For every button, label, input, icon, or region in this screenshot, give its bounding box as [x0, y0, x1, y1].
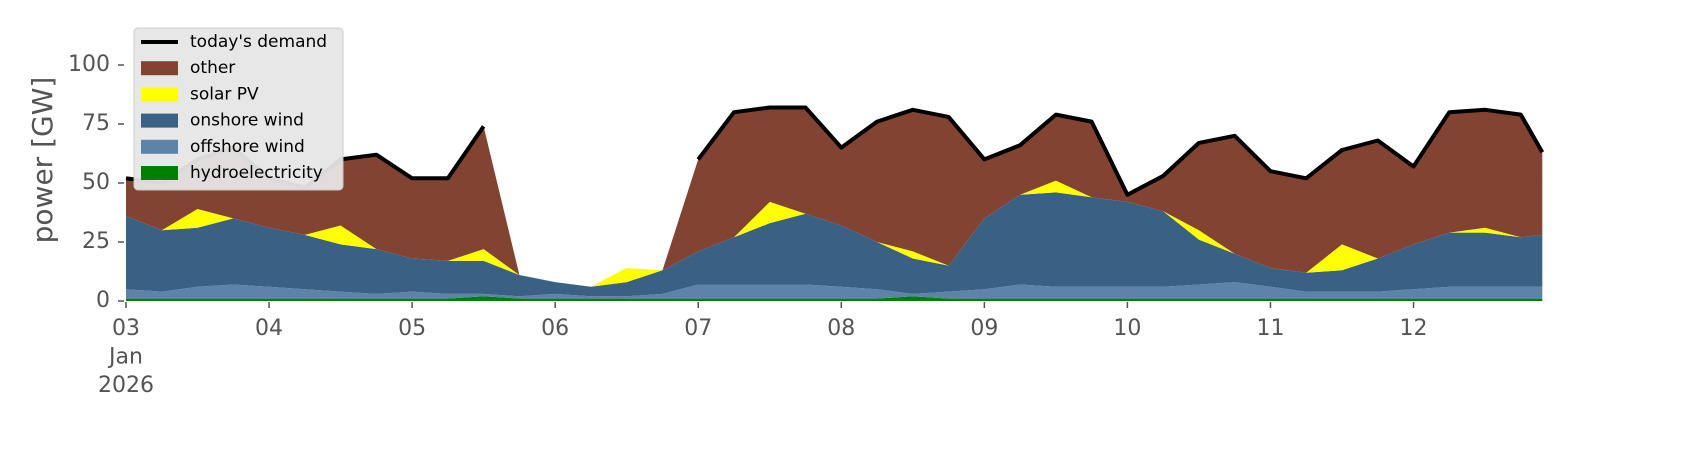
legend-swatch — [141, 87, 178, 102]
legend-label: onshore wind — [190, 111, 304, 131]
x-tick-label: 03 Jan 2026 — [98, 316, 154, 398]
legend-label: hydroelectricity — [190, 163, 323, 183]
legend-swatch — [141, 166, 178, 180]
x-tick-label: 10 — [1113, 316, 1141, 341]
x-tick-label: 04 — [255, 316, 283, 341]
legend-swatch — [141, 113, 178, 128]
y-axis-label: power [GW] — [26, 77, 59, 244]
x-tick-label: 11 — [1256, 316, 1284, 341]
x-tick-label: 06 — [541, 316, 569, 341]
x-tick-label: 05 — [398, 316, 426, 341]
legend-label: other — [190, 58, 235, 78]
y-tick-label: 75 — [82, 111, 110, 136]
y-tick-label: 50 — [82, 170, 110, 195]
area — [126, 282, 1543, 299]
x-tick-label: 08 — [827, 316, 855, 341]
x-tick-label: 09 — [970, 316, 998, 341]
area — [126, 296, 1543, 301]
legend-box — [133, 27, 344, 191]
legend-swatch — [141, 139, 178, 154]
legend-label: solar PV — [190, 84, 259, 104]
x-tick-label: 07 — [684, 316, 712, 341]
legend-swatch — [141, 61, 178, 76]
legend-label: today's demand — [190, 32, 327, 52]
area — [126, 107, 1543, 287]
legend: today's demand other solar PV onshore wind o… — [133, 27, 344, 191]
x-tick-label: 12 — [1400, 316, 1428, 341]
area — [126, 192, 1543, 297]
y-tick-label: 100 — [68, 52, 110, 77]
y-tick-label: 25 — [82, 229, 110, 254]
y-tick-label: 0 — [96, 288, 110, 313]
area — [126, 180, 1543, 287]
legend-label: offshore wind — [190, 137, 305, 157]
